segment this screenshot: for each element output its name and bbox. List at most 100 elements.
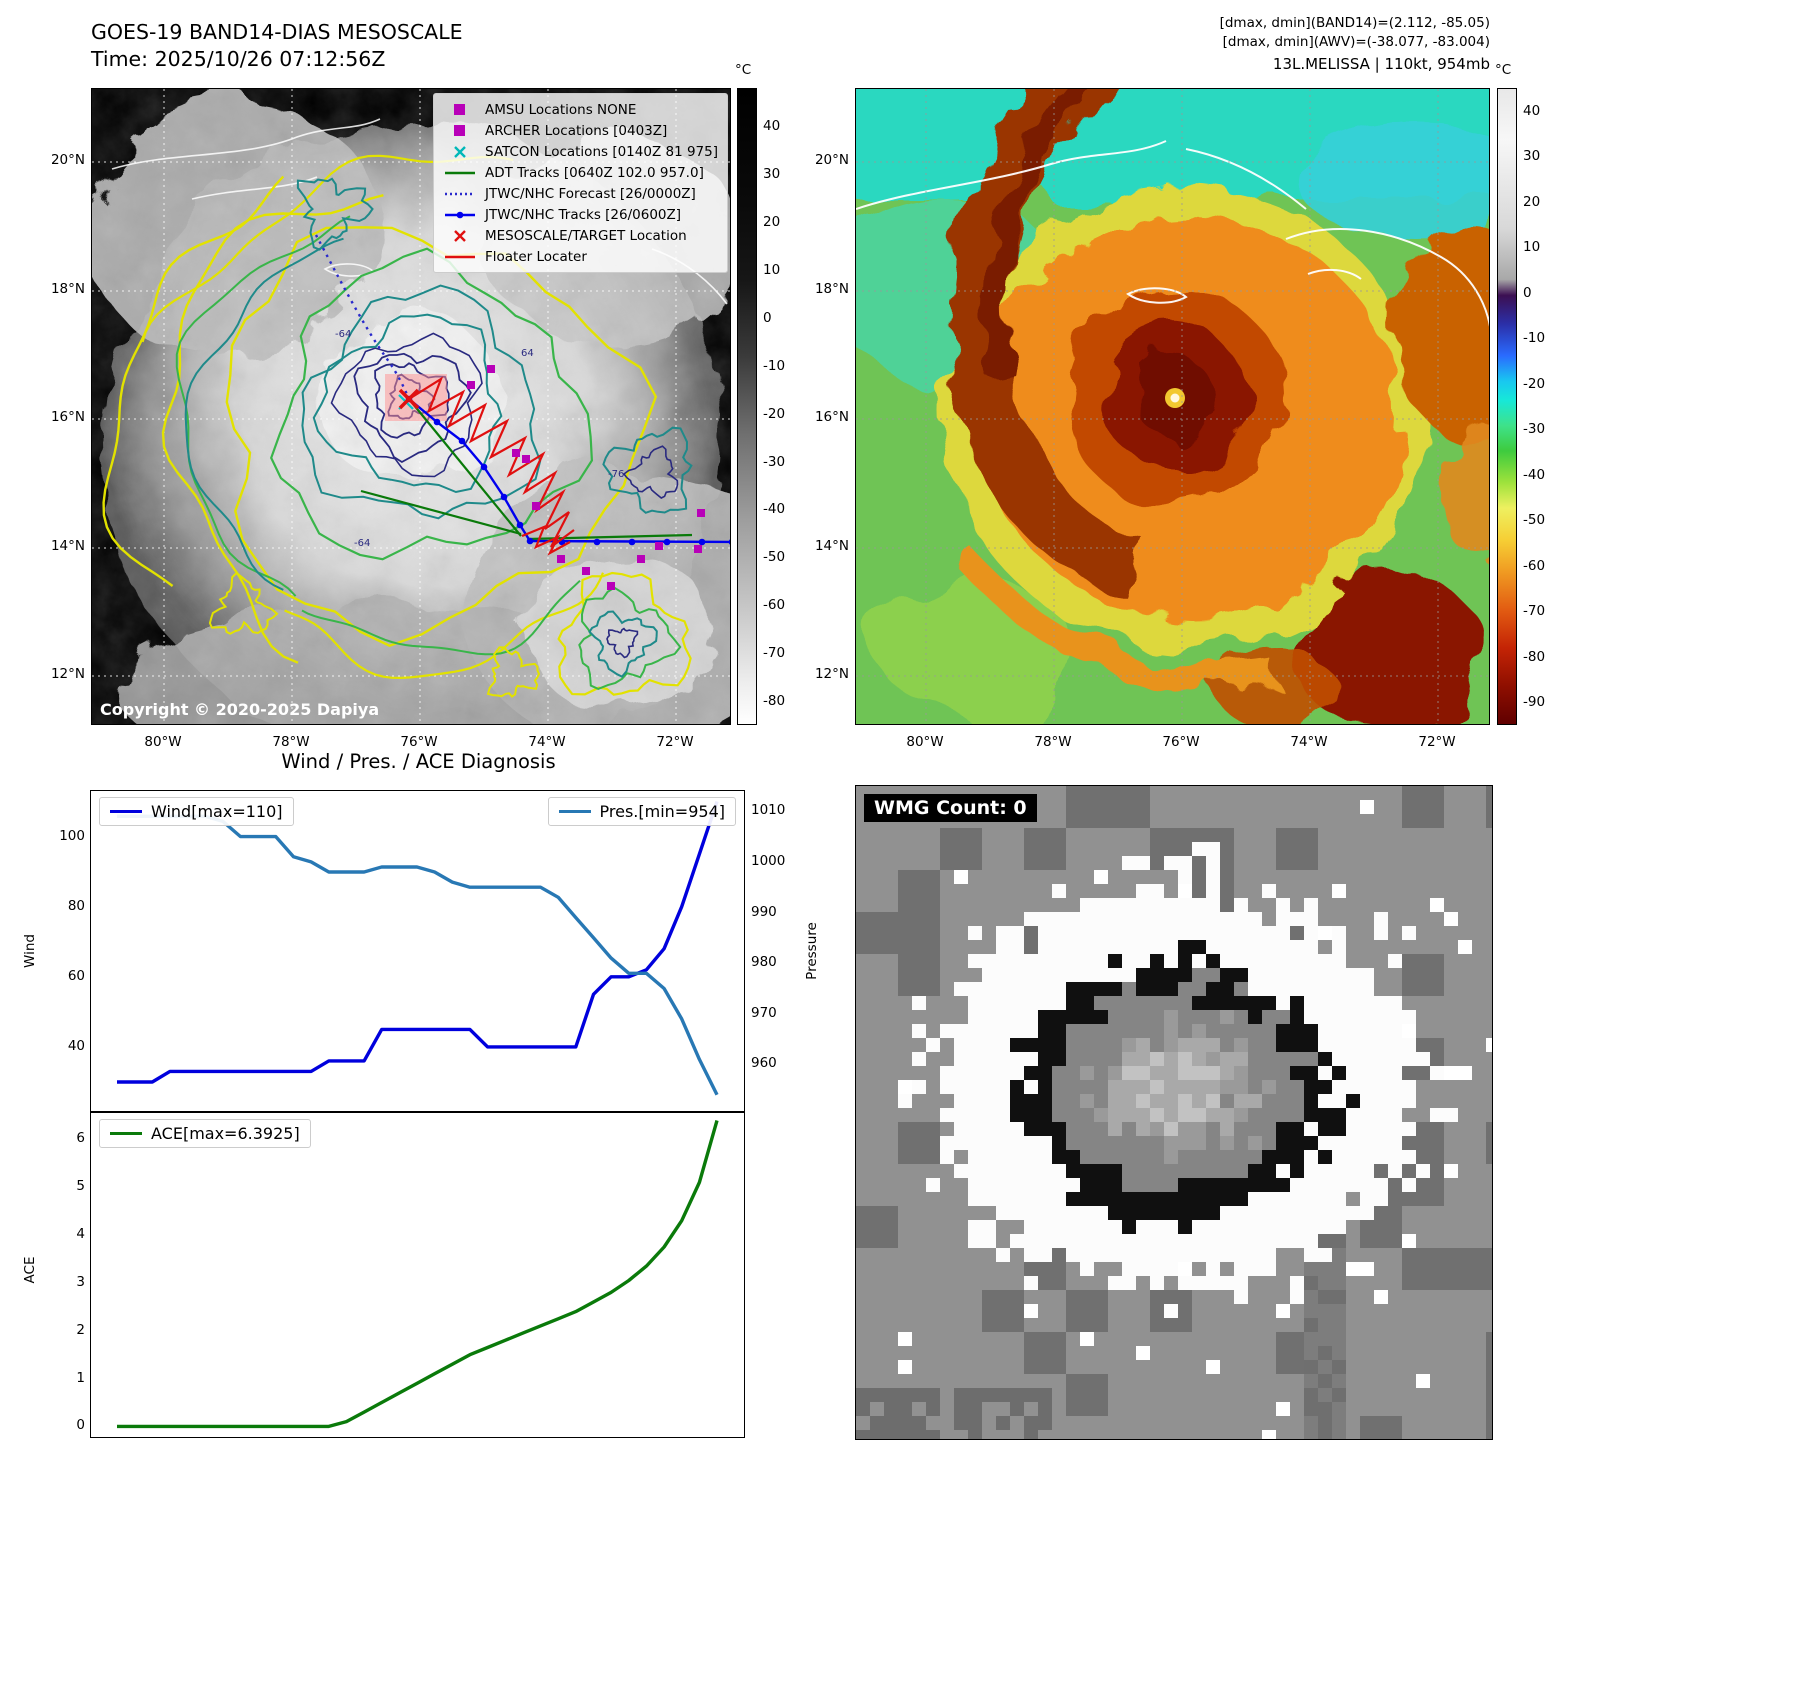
colorbar-tick-label: -20 [1523, 375, 1546, 392]
lat-tick-label: 18°N [50, 281, 85, 297]
lon-tick-label: 78°W [272, 734, 310, 750]
legend-item-label: Floater Locater [485, 248, 587, 265]
legend-item-label: MESOSCALE/TARGET Location [485, 227, 687, 244]
lat-tick-label: 14°N [50, 538, 85, 554]
lat-tick-label: 16°N [814, 409, 849, 425]
series-line [117, 800, 719, 1084]
axis-tick-label: 1010 [751, 802, 786, 819]
colorbar-tick-label: -70 [763, 645, 786, 662]
coastlines [856, 140, 1489, 328]
wind-axis-label: Wind [22, 934, 38, 968]
colorbar-tick-label: -80 [763, 693, 786, 710]
copyright-notice: Copyright © 2020-2025 Dapiya [100, 700, 380, 719]
ace-legend: ACE[max=6.3925] [99, 1119, 311, 1148]
axis-tick-label: 970 [751, 1004, 777, 1021]
lat-tick-label: 20°N [50, 152, 85, 168]
lat-tick-label: 16°N [50, 409, 85, 425]
colorbar-tick-label: -30 [763, 453, 786, 470]
lat-tick-label: 20°N [814, 152, 849, 168]
diagnosis-title: Wind / Pres. / ACE Diagnosis [281, 750, 556, 773]
lon-tick-label: 74°W [1290, 734, 1328, 750]
awv-colorbar [1497, 88, 1517, 725]
legend-item: AMSU Locations NONE [443, 99, 718, 120]
axis-tick-label: 960 [751, 1055, 777, 1072]
band14-colorbar-unit: °C [735, 62, 752, 78]
legend-item-label: ARCHER Locations [0403Z] [485, 122, 668, 139]
dmax-dmin-band14: [dmax, dmin](BAND14)=(2.112, -85.05) [1219, 15, 1490, 31]
legend-marker-x [454, 145, 466, 158]
band14-legend: AMSU Locations NONE ARCHER Locations [040… [433, 93, 728, 273]
colorbar-tick-label: -50 [763, 549, 786, 566]
colorbar-tick-label: -90 [1523, 694, 1546, 711]
awv-header: [dmax, dmin](BAND14)=(2.112, -85.05) [dm… [1220, 14, 1490, 74]
axis-tick-label: 1000 [751, 852, 786, 869]
axis-tick-label: 100 [59, 827, 85, 844]
colorbar-tick-label: -40 [763, 501, 786, 518]
wind-legend-label: Wind[max=110] [151, 802, 283, 821]
legend-marker-x [454, 229, 466, 242]
awv-satellite-image [856, 89, 1489, 724]
awv-map [855, 88, 1490, 725]
wmg-map: WMG Count: 0 [855, 785, 1493, 1440]
colorbar-tick-label: 0 [763, 309, 772, 326]
lat-tick-label: 18°N [814, 281, 849, 297]
pressure-axis-label: Pressure [804, 922, 820, 980]
wmg-pixels [856, 786, 1492, 1439]
ace-axis-label: ACE [22, 1256, 38, 1284]
pressure-legend-line [558, 810, 591, 813]
svg-text:-64: -64 [335, 329, 351, 340]
colorbar-tick-label: -60 [763, 597, 786, 614]
axis-tick-label: 6 [76, 1130, 85, 1147]
eye-center [1170, 393, 1180, 403]
svg-text:64: 64 [521, 348, 534, 359]
colorbar-tick-label: -40 [1523, 466, 1546, 483]
lat-tick-label: 14°N [814, 538, 849, 554]
lon-tick-label: 76°W [400, 734, 438, 750]
colorbar-tick-label: 10 [763, 262, 781, 278]
lon-tick-label: 74°W [528, 734, 566, 750]
legend-item: JTWC/NHC Forecast [26/0000Z] [443, 183, 718, 204]
legend-item: ARCHER Locations [0403Z] [443, 120, 718, 141]
ace-legend-label: ACE[max=6.3925] [151, 1124, 300, 1143]
colorbar-tick-label: 10 [1523, 239, 1541, 256]
series-line [117, 814, 719, 1096]
gridlines [856, 89, 1489, 724]
axis-tick-label: 990 [751, 903, 777, 920]
axis-tick-label: 3 [76, 1273, 85, 1290]
colorbar-tick-label: 20 [1523, 193, 1541, 210]
axis-tick-label: 2 [76, 1321, 85, 1338]
legend-item-label: JTWC/NHC Tracks [26/0600Z] [485, 206, 682, 223]
lon-tick-label: 72°W [1418, 734, 1456, 750]
svg-text:-64: -64 [354, 538, 370, 549]
colorbar-tick-label: -10 [1523, 330, 1546, 347]
target-x-marker [398, 388, 420, 410]
storm-id-line: 13L.MELISSA | 110kt, 954mb [1272, 55, 1490, 73]
legend-marker-square [454, 124, 465, 136]
ace-chart: ACE[max=6.3925] 0 1 2 3 4 5 6 [76, 1112, 745, 1438]
axis-tick-label: 980 [751, 954, 777, 971]
axis-tick-label: 80 [67, 897, 85, 914]
awv-colorbar-unit: °C [1495, 62, 1512, 78]
svg-text:-76: -76 [608, 469, 624, 480]
lat-tick-label: 12°N [50, 666, 85, 682]
legend-marker-line [445, 255, 475, 258]
legend-item-label: JTWC/NHC Forecast [26/0000Z] [485, 185, 696, 202]
band14-map: -64 64 -76 -64 AMSU Locations NONE ARCHER Lo… [91, 88, 731, 725]
colorbar-tick-label: -80 [1523, 648, 1546, 665]
lon-tick-label: 80°W [144, 734, 182, 750]
axis-tick-label: 5 [76, 1178, 85, 1195]
legend-marker-line-dot [445, 211, 475, 218]
wmg-pixel-image [856, 786, 1492, 1439]
axis-tick-label: 0 [76, 1417, 85, 1434]
wmg-count-label: WMG Count: 0 [864, 794, 1037, 822]
wind-legend: Wind[max=110] [99, 797, 294, 826]
colorbar-tick-label: 40 [763, 118, 781, 135]
colorbar-tick-label: 30 [763, 166, 781, 183]
legend-item-label: ADT Tracks [0640Z 102.0 957.0] [485, 164, 704, 181]
colorbar-tick-label: -30 [1523, 421, 1546, 438]
colorbar-tick-label: -10 [763, 357, 786, 374]
colorbar-tick-label: -60 [1523, 557, 1546, 574]
legend-item-label: SATCON Locations [0140Z 81 975] [485, 143, 718, 160]
lon-tick-label: 80°W [906, 734, 944, 750]
